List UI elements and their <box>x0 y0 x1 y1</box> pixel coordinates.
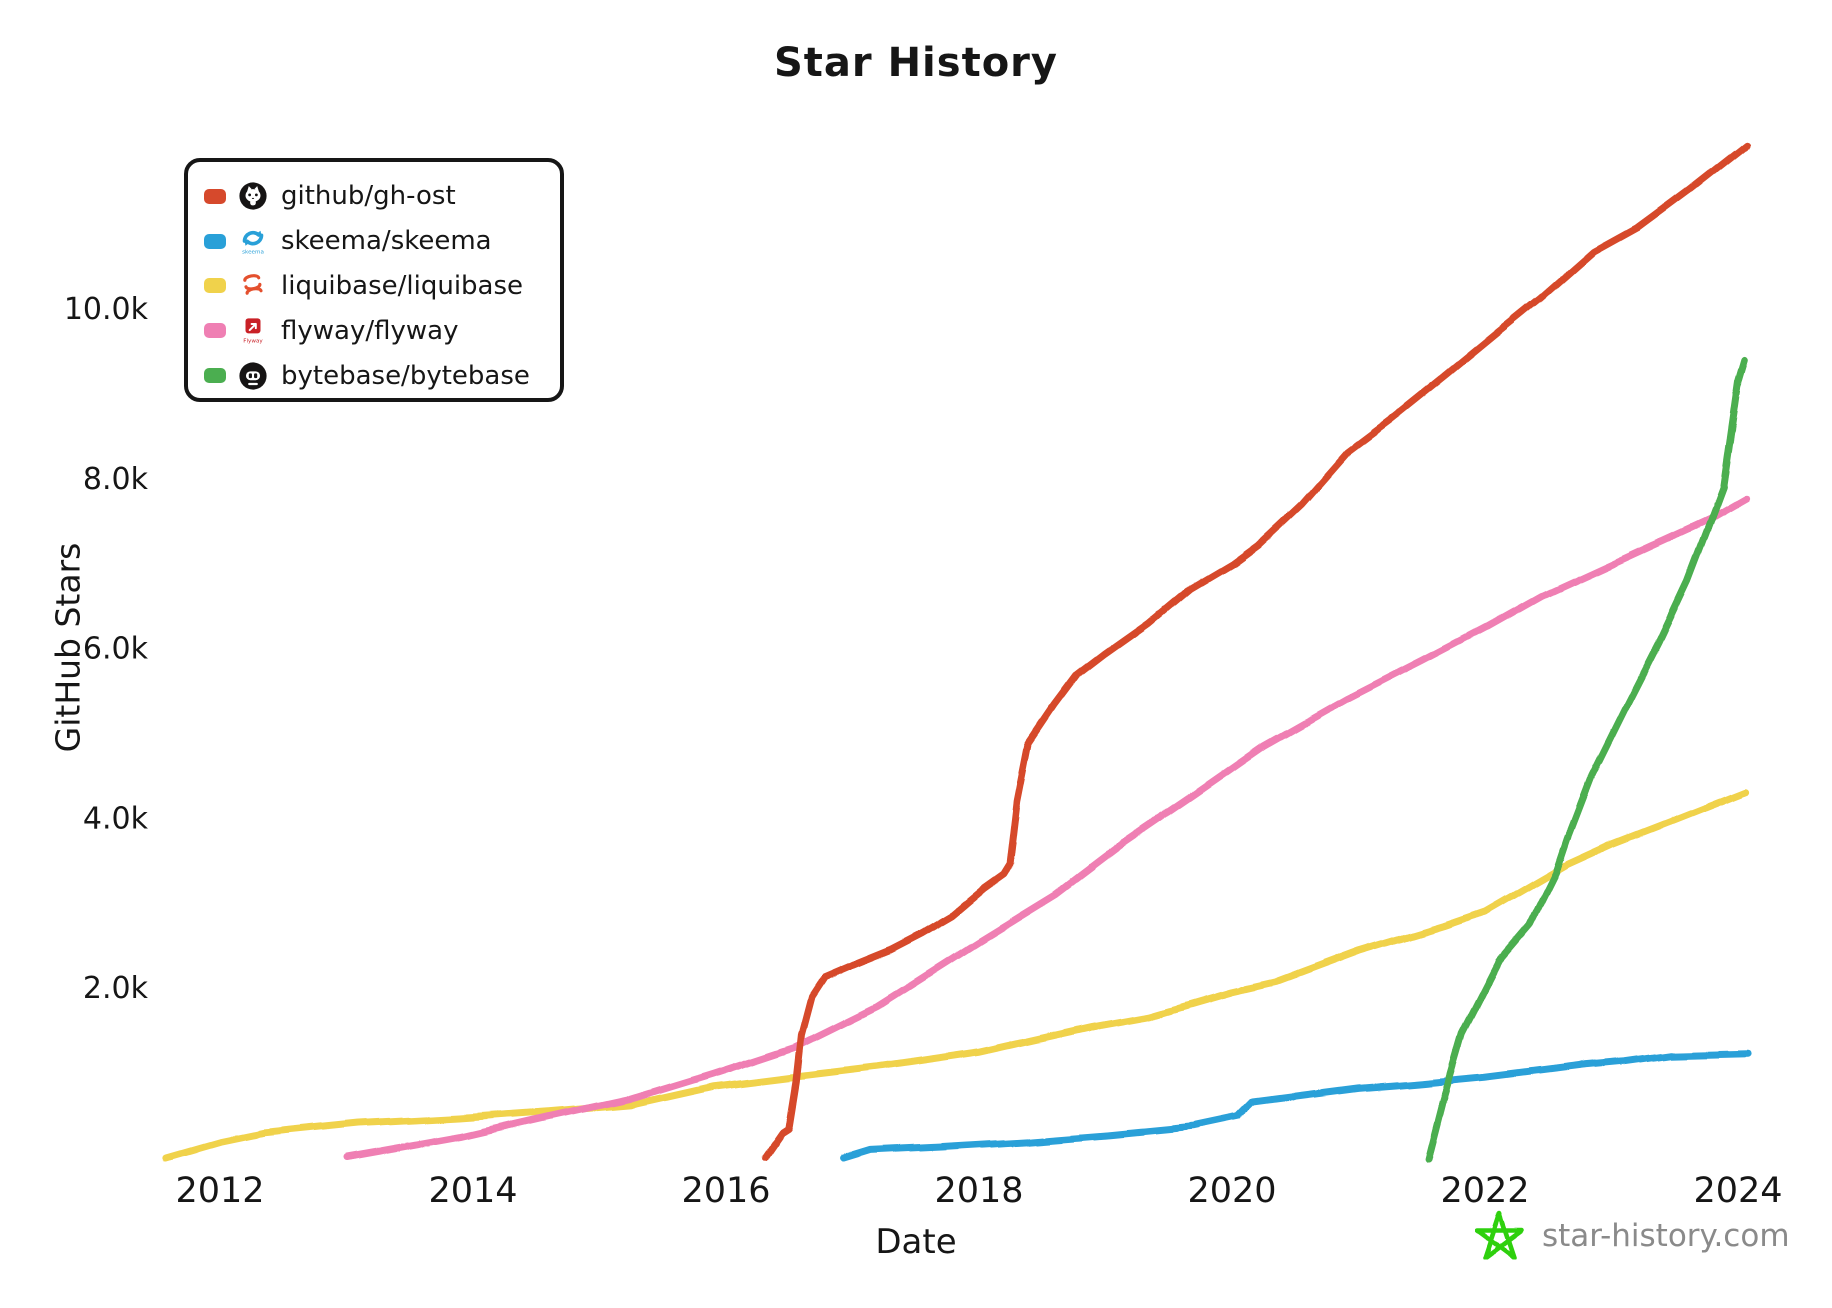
x-tick-label: 2020 <box>1187 1171 1276 1211</box>
flyway-icon: Flyway <box>243 318 263 345</box>
y-tick-label: 6.0k <box>83 632 149 667</box>
legend-swatch-bytebase <box>204 368 226 384</box>
y-tick-label: 10.0k <box>64 292 149 327</box>
legend-item-liquibase: liquibase/liquibase <box>204 264 560 308</box>
legend-label: bytebase/bytebase <box>281 360 530 391</box>
bytebase-icon <box>239 361 267 390</box>
legend-swatch-skeema <box>204 233 226 249</box>
series-line-flyway <box>343 494 1750 1162</box>
x-tick-label: 2024 <box>1693 1171 1782 1211</box>
series-line-bytebase <box>1424 356 1748 1162</box>
x-tick-label: 2012 <box>175 1171 264 1211</box>
legend-item-bytebase: bytebase/bytebase <box>204 354 560 398</box>
x-tick-label: 2018 <box>934 1171 1023 1211</box>
legend-item-skeema: skeema skeema/skeema <box>204 219 560 263</box>
flyway-wordmark: Flyway <box>243 339 263 345</box>
x-tick-label: 2016 <box>681 1171 770 1211</box>
legend-item-gh-ost: github/gh-ost <box>204 174 560 218</box>
star-logo-icon <box>1475 1210 1525 1260</box>
legend-label: liquibase/liquibase <box>281 270 524 301</box>
legend-label: skeema/skeema <box>281 226 492 257</box>
series-line-skeema <box>840 1049 1752 1162</box>
site-branding-text: star-history.com <box>1542 1218 1790 1254</box>
legend-swatch-flyway <box>204 323 226 339</box>
page-title: Star History <box>774 40 1058 86</box>
legend-label: flyway/flyway <box>281 315 459 346</box>
y-tick-label: 4.0k <box>83 801 149 836</box>
legend-label: github/gh-ost <box>281 181 456 212</box>
legend-swatch-liquibase <box>204 278 226 294</box>
github-icon <box>239 182 267 210</box>
y-tick-label: 8.0k <box>83 462 149 497</box>
series-line-liquibase <box>163 787 1750 1162</box>
legend-swatch-gh-ost <box>204 188 226 204</box>
skeema-icon: skeema <box>242 230 264 256</box>
y-axis-title: GitHub Stars <box>48 542 88 753</box>
y-tick-label: 2.0k <box>83 971 149 1006</box>
liquibase-icon <box>243 274 263 295</box>
x-tick-label: 2022 <box>1440 1171 1529 1211</box>
site-branding: star-history.com <box>1472 1208 1790 1264</box>
x-tick-label: 2014 <box>428 1171 517 1211</box>
series-line-gh-ost <box>761 140 1750 1162</box>
legend: github/gh-ost skeema skeema/skeema <box>184 158 564 402</box>
x-axis-title: Date <box>875 1222 957 1262</box>
skeema-wordmark: skeema <box>242 250 264 256</box>
legend-item-flyway: Flyway flyway/flyway <box>204 309 560 353</box>
